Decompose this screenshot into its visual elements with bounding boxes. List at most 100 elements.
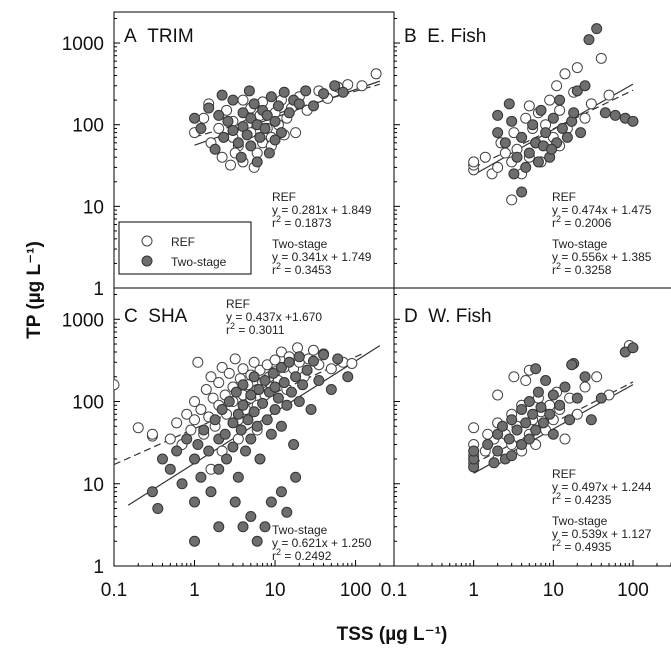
two-stage-point [332, 353, 344, 365]
equation-text: y = 0.437x +1.670 [226, 310, 322, 324]
equation-text: y = 0.621x + 1.250 [272, 536, 372, 550]
ref-point [356, 80, 368, 92]
two-stage-point [535, 104, 547, 116]
ref-point [579, 112, 591, 124]
two-stage-point [520, 417, 532, 429]
two-stage-point [267, 367, 279, 379]
two-stage-point [245, 433, 257, 445]
two-stage-point [235, 424, 247, 436]
two-stage-point [318, 349, 330, 361]
ref-point [275, 346, 287, 358]
ref-point [216, 151, 228, 163]
ref-point [207, 392, 219, 404]
two-stage-point [527, 119, 539, 131]
ref-point [229, 353, 241, 365]
two-stage-point [269, 381, 281, 393]
ref-point [181, 408, 193, 420]
two-stage-point [511, 424, 523, 436]
ref-point [468, 422, 480, 434]
two-stage-point [243, 85, 255, 97]
ref-point [189, 414, 201, 426]
x-axis-title: TSS (µg L⁻¹) [337, 624, 448, 645]
ref-point [325, 363, 337, 375]
equation-text: y = 0.497x + 1.244 [552, 480, 652, 494]
two-stage-point [508, 168, 520, 180]
ref-point [591, 371, 603, 383]
two-stage-point [235, 151, 247, 163]
two-stage-point [275, 361, 287, 373]
two-stage-point [583, 34, 595, 46]
two-stage-point [248, 371, 260, 383]
two-stage-point [559, 381, 571, 393]
ref-point [189, 396, 201, 408]
two-stage-point [192, 439, 204, 451]
ref-point [185, 424, 197, 436]
equation-text: y = 0.341x + 1.749 [272, 250, 372, 264]
ref-point [506, 194, 518, 206]
two-stage-point [251, 156, 263, 168]
two-stage-point [537, 417, 549, 429]
two-stage-point [213, 109, 225, 121]
two-stage-point [540, 127, 552, 139]
equation-series-name: REF [272, 190, 296, 204]
two-stage-point [492, 445, 504, 457]
two-stage-point [313, 375, 325, 387]
two-stage-point [532, 386, 544, 398]
two-stage-point [305, 403, 317, 415]
two-stage-point [523, 396, 535, 408]
two-stage-point [216, 403, 228, 415]
two-stage-point [503, 98, 515, 110]
ref-point [559, 433, 571, 445]
two-stage-point [269, 134, 281, 146]
two-stage-point [278, 86, 290, 98]
two-stage-point [516, 403, 528, 415]
ref-point [223, 367, 235, 379]
two-stage-point [546, 143, 558, 155]
two-stage-point [511, 151, 523, 163]
equation-r2: r2 = 0.3258 [552, 261, 612, 277]
legend-two-stage-marker [141, 255, 153, 267]
y-tick-label: 10 [83, 197, 104, 218]
two-stage-point [269, 403, 281, 415]
equation-r2: r2 = 0.2492 [272, 547, 332, 563]
two-stage-point [318, 88, 330, 100]
two-stage-point [245, 112, 257, 124]
ref-point [269, 354, 281, 366]
x-tick-label: 1 [189, 580, 200, 601]
ref-point [307, 344, 319, 356]
ref-point [544, 94, 556, 106]
ref-point [205, 371, 217, 383]
two-stage-point [248, 406, 260, 418]
two-stage-point [275, 420, 287, 432]
y-tick-label: 10 [83, 475, 104, 496]
two-stage-point [290, 471, 302, 483]
two-stage-point [189, 453, 201, 465]
two-stage-point [254, 131, 266, 143]
ref-point [237, 363, 249, 375]
two-stage-point [591, 23, 603, 35]
two-stage-point [232, 408, 244, 420]
two-stage-point [189, 496, 201, 508]
two-stage-point [293, 396, 305, 408]
two-stage-point [245, 389, 257, 401]
two-stage-point [530, 363, 542, 375]
two-stage-point [275, 127, 287, 139]
ref-point [213, 122, 225, 134]
x-tick-label: 100 [617, 580, 649, 601]
two-stage-point [281, 399, 293, 411]
two-stage-point [203, 102, 215, 114]
two-stage-point [263, 147, 275, 159]
two-stage-point [156, 453, 168, 465]
two-stage-point [554, 94, 566, 106]
equation-series-name: REF [552, 467, 576, 481]
two-stage-point [272, 392, 284, 404]
y-tick-label: 100 [72, 116, 104, 137]
two-stage-point [297, 379, 309, 391]
ref-point [559, 68, 571, 80]
equation-text: y = 0.474x + 1.475 [552, 203, 652, 217]
ref-point [603, 89, 615, 101]
two-stage-point [251, 420, 263, 432]
two-stage-point [300, 85, 312, 97]
two-stage-point [240, 445, 252, 457]
x-tick-label: 100 [340, 580, 372, 601]
